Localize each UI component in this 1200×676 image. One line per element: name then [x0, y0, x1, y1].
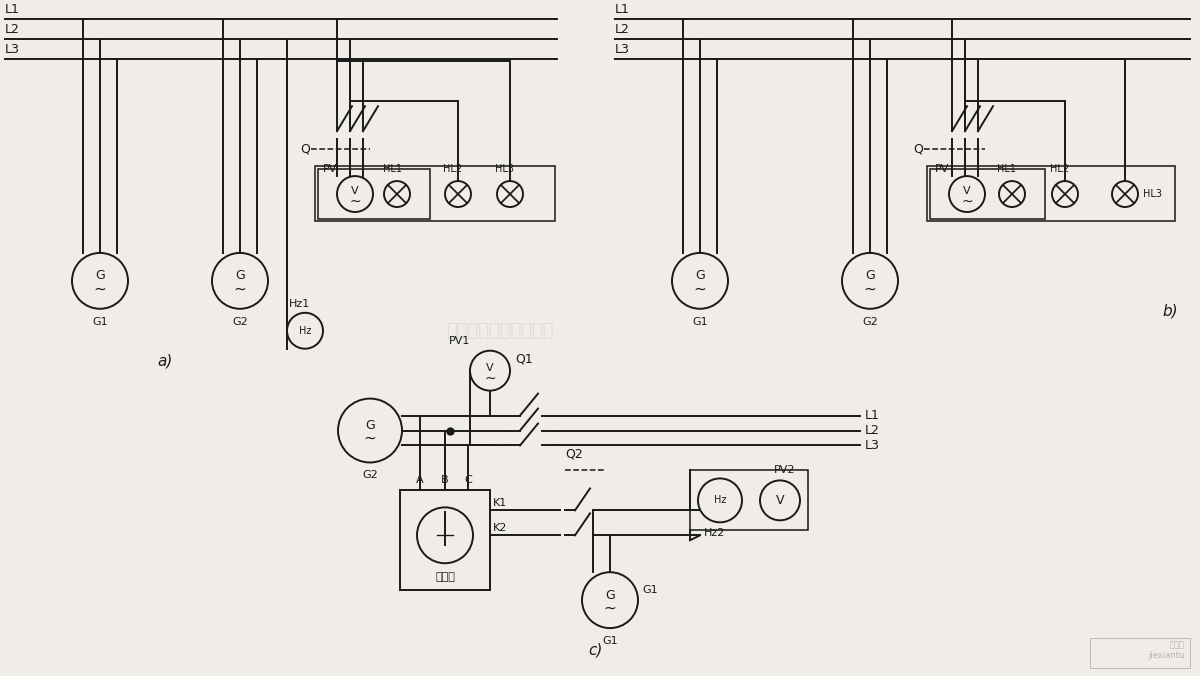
- Text: HL1: HL1: [997, 164, 1016, 174]
- Text: G1: G1: [642, 585, 658, 595]
- Text: G: G: [365, 419, 374, 432]
- Text: ~: ~: [604, 601, 617, 616]
- Text: K2: K2: [493, 523, 508, 533]
- Bar: [930, 169, 1045, 219]
- Text: G: G: [865, 269, 875, 283]
- Text: PV1: PV1: [449, 336, 470, 345]
- Bar: [314, 166, 554, 221]
- Text: ~: ~: [694, 281, 707, 296]
- Bar: [1090, 638, 1190, 668]
- Text: ~: ~: [864, 281, 876, 296]
- Text: G1: G1: [92, 317, 108, 327]
- Text: L2: L2: [865, 424, 880, 437]
- Text: L1: L1: [616, 3, 630, 16]
- Text: V: V: [775, 494, 785, 507]
- Text: L1: L1: [5, 3, 20, 16]
- Text: a): a): [157, 353, 173, 368]
- Text: Q: Q: [913, 143, 923, 155]
- Text: A: A: [416, 475, 424, 485]
- Bar: [690, 470, 808, 530]
- Text: K1: K1: [493, 498, 508, 508]
- Text: c): c): [588, 643, 602, 658]
- Text: G: G: [95, 269, 104, 283]
- Text: G1: G1: [692, 317, 708, 327]
- Text: L3: L3: [616, 43, 630, 56]
- Text: HL1: HL1: [383, 164, 402, 174]
- Text: Hz: Hz: [299, 326, 311, 336]
- Bar: [318, 169, 430, 219]
- Text: V: V: [964, 186, 971, 196]
- Text: PV: PV: [935, 164, 949, 174]
- Text: HL2: HL2: [444, 164, 462, 174]
- Text: HL3: HL3: [496, 164, 515, 174]
- Text: G: G: [605, 589, 614, 602]
- Text: G2: G2: [862, 317, 878, 327]
- Text: PV: PV: [323, 164, 337, 174]
- Text: HL2: HL2: [1050, 164, 1069, 174]
- Text: ~: ~: [94, 281, 107, 296]
- Text: 杭州威睿科技有限公司: 杭州威睿科技有限公司: [446, 322, 553, 340]
- Text: V: V: [486, 362, 494, 372]
- Text: V: V: [352, 186, 359, 196]
- Text: ~: ~: [961, 195, 973, 209]
- Text: HL3: HL3: [1142, 189, 1162, 199]
- Text: b): b): [1162, 304, 1178, 318]
- Text: ~: ~: [364, 431, 377, 446]
- Text: 接线图
jiexiantu: 接线图 jiexiantu: [1148, 641, 1186, 660]
- Text: G2: G2: [232, 317, 248, 327]
- Text: 整步表: 整步表: [436, 572, 455, 582]
- Text: B: B: [442, 475, 449, 485]
- Text: ~: ~: [484, 372, 496, 385]
- Bar: [400, 490, 490, 590]
- Text: ~: ~: [349, 195, 361, 209]
- Text: L3: L3: [865, 439, 880, 452]
- Text: Hz: Hz: [714, 496, 726, 506]
- Text: G: G: [235, 269, 245, 283]
- Text: Q: Q: [300, 143, 310, 155]
- Text: G: G: [695, 269, 704, 283]
- Text: ~: ~: [234, 281, 246, 296]
- Text: L2: L2: [5, 24, 20, 37]
- Bar: [928, 166, 1175, 221]
- Text: Q2: Q2: [565, 448, 583, 460]
- Text: Hz2: Hz2: [704, 529, 726, 538]
- Text: Hz1: Hz1: [289, 299, 311, 309]
- Text: L2: L2: [616, 24, 630, 37]
- Text: Q1: Q1: [515, 353, 533, 366]
- Text: C: C: [464, 475, 472, 485]
- Text: PV2: PV2: [774, 466, 796, 475]
- Text: L3: L3: [5, 43, 20, 56]
- Text: G2: G2: [362, 470, 378, 481]
- Text: L1: L1: [865, 409, 880, 422]
- Text: G1: G1: [602, 636, 618, 646]
